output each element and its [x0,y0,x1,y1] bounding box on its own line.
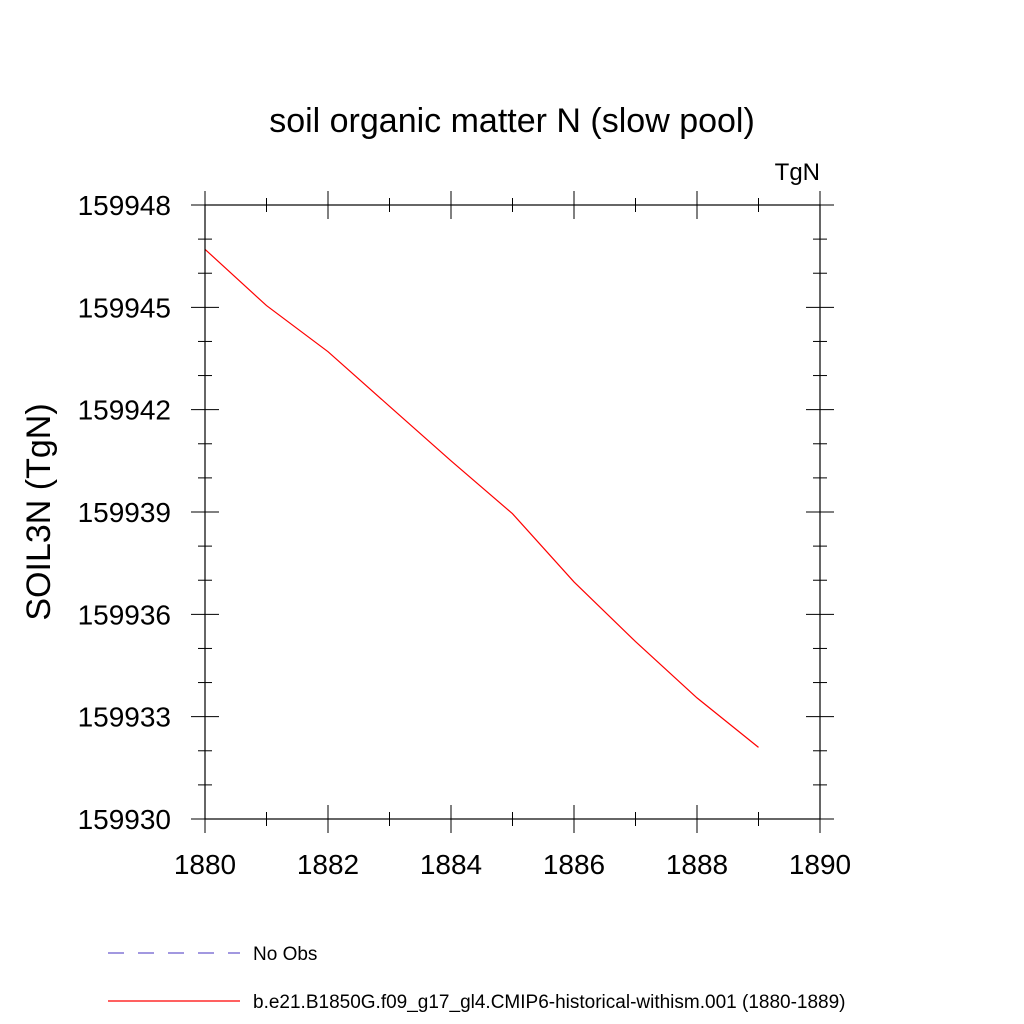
y-tick-label: 159930 [78,804,171,835]
tick-labels: 1880 1882 1884 1886 1888 1890 159930 159933 1599… [78,190,852,880]
legend-label: No Obs [253,944,317,965]
axis-ticks [191,191,834,833]
series-line [204,248,759,748]
y-tick-label: 159939 [78,497,171,528]
y-tick-label: 159936 [78,599,171,630]
y-tick-label: 159948 [78,190,171,221]
plot-frame [204,204,821,820]
x-tick-label: 1880 [174,849,236,880]
x-tick-label: 1882 [297,849,359,880]
y-tick-label: 159945 [78,292,171,323]
x-tick-label: 1890 [789,849,851,880]
x-tick-label: 1886 [543,849,605,880]
legend-label: b.e21.B1850G.f09_g17_gl4.CMIP6-historica… [253,992,846,1013]
legend: No Obs b.e21.B1850G.f09_g17_gl4.CMIP6-his… [108,944,846,1013]
series-lines [204,248,759,748]
y-axis-label: SOIL3N (TgN) [20,403,58,620]
chart-title: soil organic matter N (slow pool) [269,102,755,140]
x-tick-label: 1888 [666,849,728,880]
y-tick-label: 159933 [78,702,171,733]
y-tick-label: 159942 [78,395,171,426]
units-label: TgN [775,159,820,186]
x-tick-label: 1884 [420,849,482,880]
